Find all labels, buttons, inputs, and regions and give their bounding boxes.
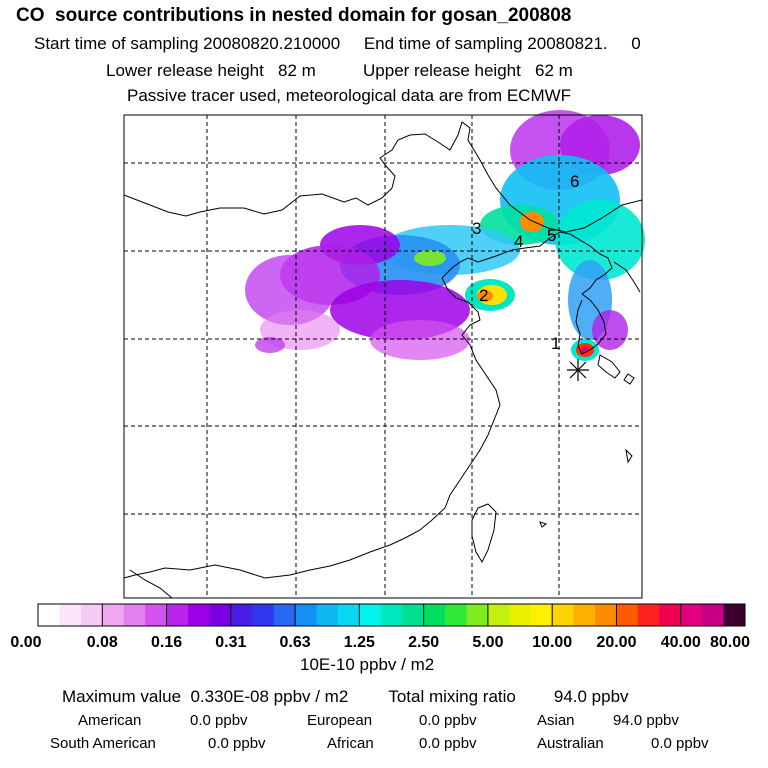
source-label-6: 6 (570, 172, 579, 191)
source-label-2: 2 (479, 286, 488, 305)
continent-value-african: 0.0 ppbv (419, 735, 477, 752)
plot-title: CO source contributions in nested domain… (16, 5, 572, 26)
source-label-4: 4 (514, 232, 523, 251)
continent-name-asian: Asian (537, 712, 575, 729)
tracer-note: Passive tracer used, meteorological data… (127, 86, 572, 105)
continent-name-australian: Australian (537, 735, 604, 752)
colorbar (37, 603, 746, 627)
plume-cell (370, 320, 470, 360)
colorbar-tick-label: 0.63 (280, 634, 311, 651)
total-mixing-value: 94.0 ppbv (553, 687, 629, 706)
colorbar-bin (273, 604, 296, 626)
colorbar-bin (445, 604, 467, 626)
colorbar-bin (209, 604, 232, 626)
map-frame (123, 114, 643, 599)
colorbar-bin (123, 604, 146, 626)
plume-cell (255, 337, 285, 353)
continent-value-american: 0.0 ppbv (190, 712, 248, 729)
colorbar-bin (723, 604, 746, 626)
colorbar-bin (616, 604, 639, 626)
continent-value-australian: 0.0 ppbv (651, 735, 709, 752)
colorbar-bin (59, 604, 82, 626)
colorbar-bin (316, 604, 339, 626)
colorbar-bin (359, 604, 382, 626)
colorbar-tick-label: 5.00 (472, 634, 503, 651)
colorbar-bin (145, 604, 168, 626)
plume-cell (616, 168, 644, 192)
colorbar-tick-label: 0.16 (151, 634, 182, 651)
colorbar-tick-label: 20.00 (596, 634, 636, 651)
plume-field (245, 110, 645, 361)
plume-cell (555, 200, 645, 280)
plume-cell (477, 290, 493, 302)
lat-lon-grid (124, 115, 642, 598)
colorbar-tick-label: 10.00 (532, 634, 572, 651)
colorbar-bin (702, 604, 725, 626)
colorbar-bin (637, 604, 660, 626)
source-label-1: 1 (551, 334, 560, 353)
colorbar-bin (466, 604, 489, 626)
colorbar-tick-label: 0.00 (10, 634, 41, 651)
total-mixing-label: Total mixing ratio (388, 687, 516, 706)
continent-value-asian: 94.0 ppbv (613, 712, 679, 729)
coastlines (123, 121, 643, 599)
colorbar-bin (102, 604, 125, 626)
colorbar-bin (230, 604, 253, 626)
source-label-3: 3 (472, 219, 481, 238)
release-heights: Lower release height 82 m Upper release … (106, 61, 573, 80)
continent-name-european: European (307, 712, 373, 729)
max-value-line: Maximum value 0.330E-08 ppbv / m2 Total m… (62, 687, 629, 707)
continent-name-american: American (78, 712, 142, 729)
colorbar-tick-label: 0.31 (215, 634, 246, 651)
source-label-5: 5 (547, 226, 556, 245)
max-value: Maximum value 0.330E-08 ppbv / m2 (62, 687, 349, 706)
colorbar-frame (37, 603, 746, 627)
continent-name-african: African (327, 735, 374, 752)
colorbar-bin (552, 604, 575, 626)
colorbar-tick-label: 1.25 (344, 634, 375, 651)
sampling-times: Start time of sampling 20080820.210000 E… (34, 34, 641, 53)
colorbar-bin (509, 604, 532, 626)
colorbar-bin (80, 604, 103, 626)
colorbar-bin (337, 604, 360, 626)
continent-name-south-american: South American (50, 735, 156, 752)
colorbar-bin (423, 604, 446, 626)
continent-value-european: 0.0 ppbv (419, 712, 477, 729)
colorbar-bin (487, 604, 510, 626)
colorbar-tick-label: 40.00 (661, 634, 701, 651)
colorbar-bin (38, 604, 60, 626)
colorbar-unit: 10E-10 ppbv / m2 (300, 655, 435, 674)
colorbar-bin (680, 604, 703, 626)
plume-cell (414, 250, 446, 266)
colorbar-bin (530, 604, 553, 626)
colorbar-bin (402, 604, 425, 626)
continent-value-south-american: 0.0 ppbv (208, 735, 266, 752)
colorbar-tick-label: 0.08 (87, 634, 118, 651)
colorbar-bin (659, 604, 682, 626)
colorbar-bin (295, 604, 318, 626)
colorbar-bin (166, 604, 189, 626)
colorbar-bin (187, 604, 210, 626)
colorbar-tick-label: 80.00 (710, 634, 750, 651)
colorbar-tick-label: 2.50 (408, 634, 439, 651)
colorbar-bin (595, 604, 617, 626)
receptor-star-icon (567, 359, 589, 381)
colorbar-bin (380, 604, 403, 626)
plume-cell (245, 255, 335, 325)
colorbar-bin (252, 604, 275, 626)
colorbar-bin (573, 604, 596, 626)
